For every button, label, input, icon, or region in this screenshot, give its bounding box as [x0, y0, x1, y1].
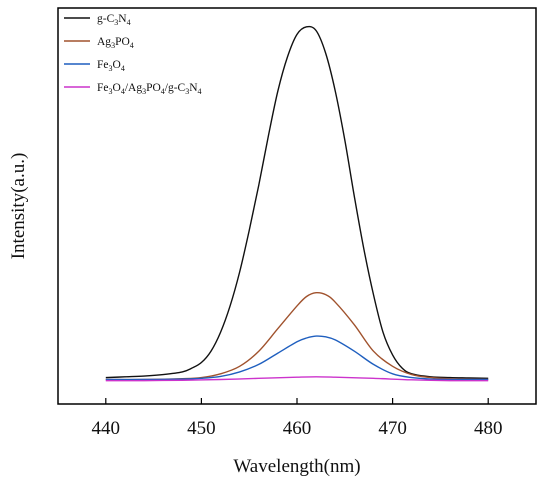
plot-frame: [57, 7, 537, 405]
series-lines: [105, 25, 489, 382]
legend: g-C3N4 Ag3PO4 Fe3O4 Fe3O4/Ag3PO4/g-C3N4: [64, 13, 202, 96]
series-line-2: [105, 291, 489, 381]
legend-label: Ag3PO4: [97, 36, 134, 50]
x-tick-label: 460: [283, 418, 312, 439]
series-line-4: [105, 376, 489, 382]
x-tick-label: 480: [474, 418, 503, 439]
x-tick-label: 440: [92, 418, 121, 439]
series-line-3: [105, 335, 489, 381]
y-axis-label: Intensity(a.u.): [8, 153, 29, 260]
x-tick-label: 450: [187, 418, 216, 439]
legend-label: Fe3O4: [97, 59, 125, 73]
legend-label: g-C3N4: [97, 13, 131, 27]
series-line-1: [105, 25, 489, 380]
x-axis-ticks: 440 450 460 470 480: [92, 398, 503, 439]
legend-label: Fe3O4/Ag3PO4/g-C3N4: [97, 82, 202, 96]
x-tick-label: 470: [378, 418, 407, 439]
x-axis-label: Wavelength(nm): [233, 456, 360, 477]
